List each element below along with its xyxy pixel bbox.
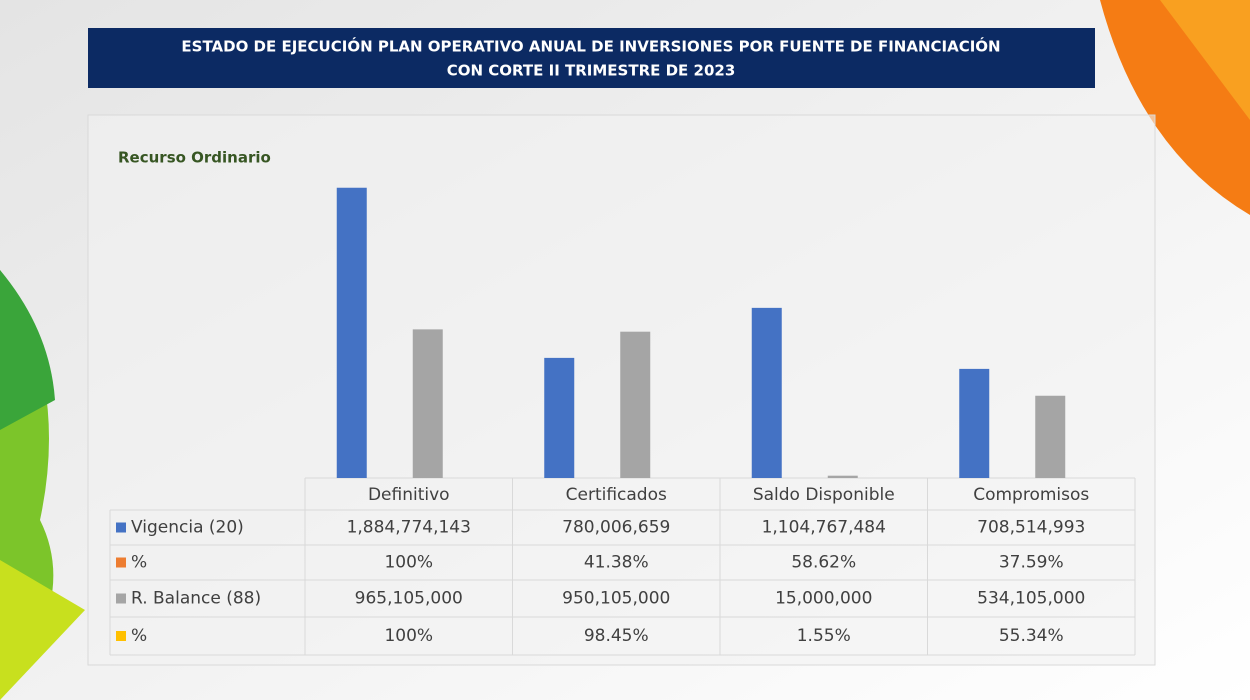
table-value: 534,105,000 bbox=[977, 589, 1085, 609]
legend-label: R. Balance (88) bbox=[131, 589, 261, 609]
chart-title: CON CORTE II TRIMESTRE DE 2023 bbox=[447, 62, 736, 80]
bar bbox=[828, 476, 858, 478]
x-tick-label: Saldo Disponible bbox=[753, 485, 895, 505]
bar bbox=[544, 358, 574, 478]
table-value: 1,884,774,143 bbox=[347, 518, 471, 538]
table-value: 37.59% bbox=[999, 553, 1064, 573]
table-value: 950,105,000 bbox=[562, 589, 670, 609]
table-value: 1,104,767,484 bbox=[762, 518, 886, 538]
legend-swatch bbox=[116, 594, 126, 604]
legend-label: Vigencia (20) bbox=[131, 518, 244, 538]
table-value: 98.45% bbox=[584, 626, 649, 646]
legend-swatch bbox=[116, 523, 126, 533]
chart: ESTADO DE EJECUCIÓN PLAN OPERATIVO ANUAL… bbox=[0, 0, 1250, 700]
legend-label: % bbox=[131, 626, 147, 646]
table-value: 41.38% bbox=[584, 553, 649, 573]
table-value: 15,000,000 bbox=[775, 589, 872, 609]
bar bbox=[620, 332, 650, 478]
table-value: 100% bbox=[384, 626, 433, 646]
bar bbox=[752, 308, 782, 478]
bar bbox=[1035, 396, 1065, 478]
chart-title: ESTADO DE EJECUCIÓN PLAN OPERATIVO ANUAL… bbox=[181, 37, 1000, 56]
page: ESTADO DE EJECUCIÓN PLAN OPERATIVO ANUAL… bbox=[0, 0, 1250, 700]
table-value: 58.62% bbox=[791, 553, 856, 573]
table-value: 965,105,000 bbox=[355, 589, 463, 609]
x-tick-label: Certificados bbox=[566, 485, 667, 505]
table-value: 780,006,659 bbox=[562, 518, 670, 538]
legend-label: % bbox=[131, 553, 147, 573]
bar bbox=[959, 369, 989, 478]
x-tick-label: Compromisos bbox=[973, 485, 1089, 505]
bar bbox=[413, 329, 443, 478]
legend-swatch bbox=[116, 558, 126, 568]
bar bbox=[337, 188, 367, 478]
table-value: 100% bbox=[384, 553, 433, 573]
legend-swatch bbox=[116, 631, 126, 641]
table-value: 1.55% bbox=[797, 626, 851, 646]
table-value: 708,514,993 bbox=[977, 518, 1085, 538]
chart-subtitle: Recurso Ordinario bbox=[118, 149, 271, 167]
table-value: 55.34% bbox=[999, 626, 1064, 646]
x-tick-label: Definitivo bbox=[368, 485, 450, 505]
